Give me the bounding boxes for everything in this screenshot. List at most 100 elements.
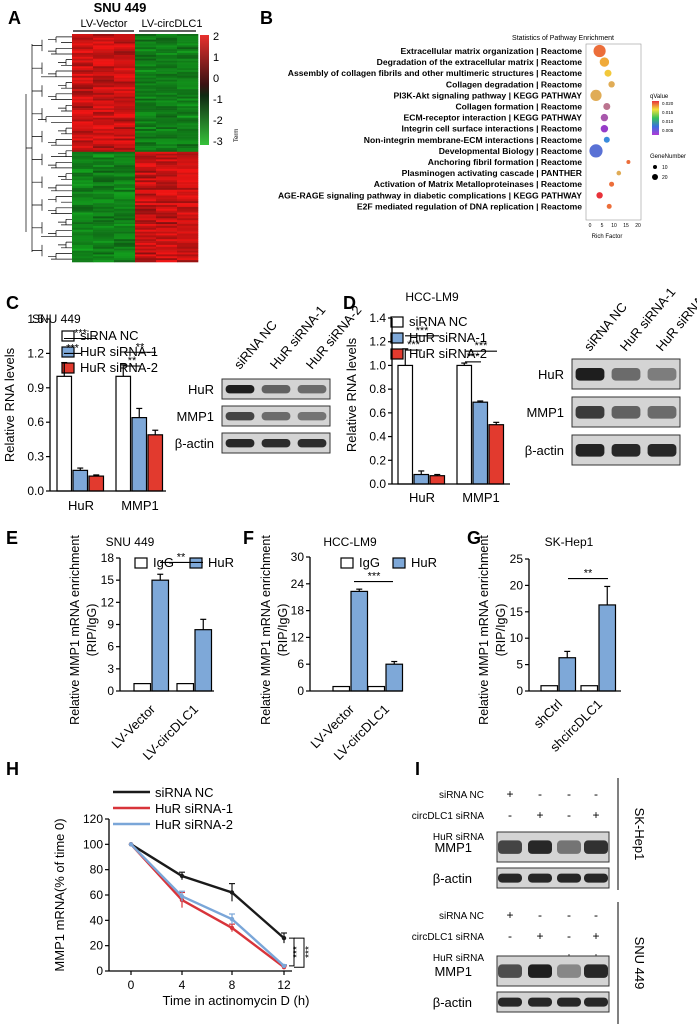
blot-i-sign: + bbox=[592, 929, 599, 943]
heatmap-cell bbox=[156, 73, 178, 77]
heatmap-cell bbox=[72, 96, 94, 99]
heatmap-cell bbox=[72, 136, 94, 139]
heatmap-cell bbox=[72, 206, 94, 210]
heatmap-cell bbox=[135, 153, 157, 156]
blot-i-sign: - bbox=[538, 908, 542, 922]
blot-i-condition-label: circDLC1 siRNA bbox=[412, 932, 485, 943]
heatmap-cell bbox=[177, 64, 199, 67]
heatmap-cell bbox=[177, 136, 199, 139]
heatmap-cell bbox=[114, 115, 136, 118]
heatmap-cell bbox=[72, 248, 94, 251]
heatmap-cell bbox=[114, 212, 136, 215]
panel-c-y-tick: 0.9 bbox=[27, 381, 44, 395]
heatmap-cell bbox=[135, 53, 157, 56]
heatmap-cell bbox=[114, 189, 136, 192]
panel-f-y-tick: 30 bbox=[291, 550, 305, 564]
heatmap-cell bbox=[177, 210, 199, 213]
heatmap-cell bbox=[135, 56, 157, 59]
panel-c-blot-band bbox=[297, 412, 327, 421]
heatmap-cell bbox=[114, 244, 136, 248]
heatmap-cell bbox=[72, 174, 94, 177]
heatmap-cell bbox=[114, 129, 136, 132]
enrichment-plot-frame bbox=[585, 43, 642, 221]
heatmap-cell bbox=[114, 168, 136, 172]
heatmap-cell bbox=[156, 222, 178, 225]
heatmap-cell bbox=[93, 220, 115, 223]
heatmap-cell bbox=[156, 191, 178, 194]
heatmap-cell bbox=[72, 41, 94, 44]
heatmap-cell bbox=[93, 159, 115, 162]
panel-e-bar bbox=[151, 579, 170, 692]
heatmap-cell bbox=[135, 176, 157, 179]
panel-h-y-label: MMP1 mRNA(% of time 0) bbox=[52, 818, 67, 971]
panel-e-y-tick: 9 bbox=[107, 618, 114, 632]
heatmap-cell bbox=[177, 258, 199, 261]
blot-i-band bbox=[528, 964, 552, 978]
panel-c-significance-label: ** bbox=[136, 341, 145, 353]
panel-c-y-tick: 0.3 bbox=[27, 450, 44, 464]
heatmap-cell bbox=[135, 241, 157, 244]
heatmap-title: SNU 449 bbox=[94, 0, 147, 15]
heatmap-cell bbox=[177, 130, 199, 134]
heatmap-cell bbox=[156, 172, 178, 175]
heatmap-cell bbox=[114, 113, 136, 116]
heatmap-cell bbox=[156, 193, 178, 196]
blot-i-row-label: MMP1 bbox=[434, 840, 472, 855]
heatmap-cell bbox=[114, 205, 136, 208]
heatmap-cell bbox=[93, 157, 115, 160]
heatmap-cell bbox=[114, 111, 136, 115]
panel-g-y-tick: 15 bbox=[510, 605, 524, 619]
heatmap-cell bbox=[135, 64, 157, 67]
heatmap-cell bbox=[114, 108, 136, 111]
heatmap-cell bbox=[93, 142, 115, 145]
heatmap-cell bbox=[72, 254, 94, 257]
panel-f-bar bbox=[332, 685, 351, 692]
heatmap-cell bbox=[72, 45, 94, 48]
heatmap-cell bbox=[72, 134, 94, 137]
heatmap-cell bbox=[135, 239, 157, 242]
enrichment-dot bbox=[604, 69, 612, 77]
panel-letter-f: F bbox=[243, 528, 254, 548]
heatmap-cell bbox=[93, 89, 115, 92]
heatmap-cell bbox=[156, 47, 178, 50]
heatmap-cell bbox=[135, 258, 157, 261]
heatmap-cell bbox=[177, 56, 199, 59]
heatmap-cell bbox=[156, 151, 178, 154]
panel-d-bar bbox=[456, 364, 473, 485]
enrichment-term-label: Assembly of collagen fibrils and other m… bbox=[288, 68, 582, 78]
heatmap-cell bbox=[72, 100, 94, 103]
heatmap-cell bbox=[177, 203, 199, 206]
heatmap-cell bbox=[177, 248, 199, 251]
heatmap-cell bbox=[156, 237, 178, 240]
heatmap-cell bbox=[72, 199, 94, 202]
heatmap-cell bbox=[156, 184, 178, 187]
heatmap-cell bbox=[135, 54, 157, 58]
heatmap-cell bbox=[177, 218, 199, 221]
heatmap-cell bbox=[135, 144, 157, 147]
heatmap-cell bbox=[72, 159, 94, 162]
heatmap-cell bbox=[114, 70, 136, 73]
heatmap-cell bbox=[156, 178, 178, 181]
heatmap-cell bbox=[156, 127, 178, 130]
blot-i-band bbox=[557, 873, 581, 883]
heatmap-cell bbox=[114, 254, 136, 257]
gene-legend-dot-10 bbox=[653, 165, 657, 169]
heatmap-cell bbox=[135, 205, 157, 208]
qvalue-tick-2: 0.015 bbox=[662, 110, 674, 115]
heatmap-cell bbox=[72, 81, 94, 84]
enrichment-term-label: Collagen degradation | Reactome bbox=[446, 79, 582, 89]
heatmap-cell bbox=[93, 100, 115, 103]
heatmap-cell bbox=[156, 182, 178, 185]
heatmap-cell bbox=[177, 148, 199, 151]
heatmap-cells bbox=[72, 34, 199, 263]
heatmap-cell bbox=[93, 79, 115, 82]
heatmap-cell bbox=[114, 229, 136, 232]
colorbar-tick-m1: -1 bbox=[213, 94, 223, 106]
heatmap-cell bbox=[93, 83, 115, 86]
heatmap-cell bbox=[135, 165, 157, 168]
heatmap-cell bbox=[72, 39, 94, 42]
gene-legend-tick-10: 10 bbox=[662, 165, 668, 171]
panel-d-blot-row-label: MMP1 bbox=[526, 405, 564, 420]
panel-e-bar bbox=[176, 683, 195, 692]
